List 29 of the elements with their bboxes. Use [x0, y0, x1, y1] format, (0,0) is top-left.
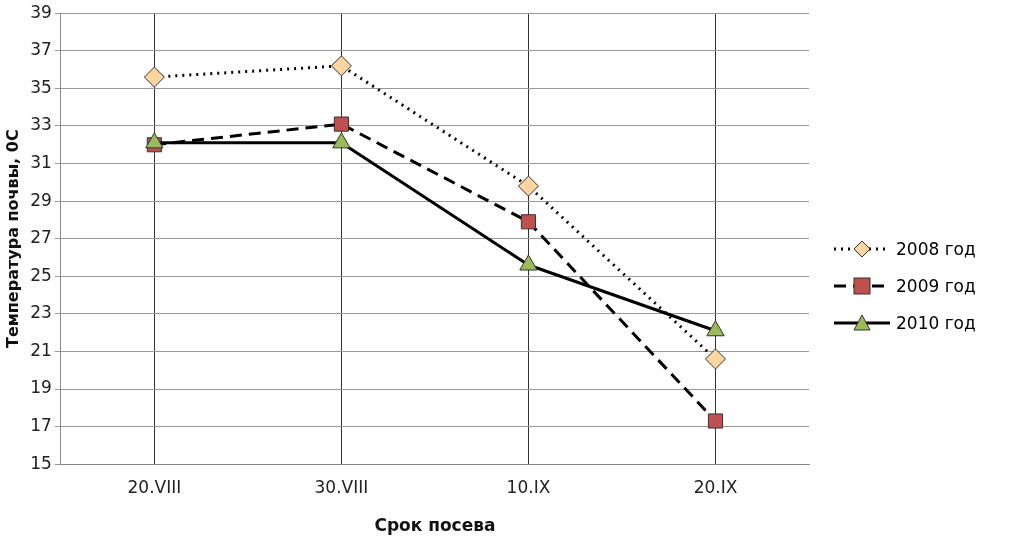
- point: [520, 214, 537, 230]
- point: [330, 55, 352, 77]
- x-axis-title: Срок посева: [374, 515, 496, 536]
- y-tick-label: 23: [30, 302, 52, 323]
- y-tick-label: 27: [30, 227, 52, 248]
- y-tick-label: 19: [30, 377, 52, 398]
- point: [704, 348, 726, 370]
- y-tick-label: 37: [30, 39, 52, 60]
- y-tick-label: 29: [30, 189, 52, 210]
- legend-label: 2010 год: [896, 312, 976, 333]
- y-tick-label: 15: [30, 452, 52, 473]
- x-tick-label: 30.VIII: [314, 476, 369, 497]
- point: [707, 413, 724, 429]
- y-tick-label: 31: [30, 151, 52, 172]
- y-axis-title: Температура почвы, 0С: [2, 129, 22, 349]
- legend-label: 2008 год: [896, 238, 976, 259]
- y-tick-label: 17: [30, 415, 52, 436]
- x-tick-label: 20.IX: [693, 476, 738, 497]
- y-tick-label: 39: [30, 1, 52, 22]
- y-tick-label: 25: [30, 264, 52, 285]
- y-tick-label: 33: [30, 114, 52, 135]
- y-tick-label: 35: [30, 76, 52, 97]
- x-tick-label: 20.VIII: [127, 476, 182, 497]
- point: [143, 66, 165, 88]
- point: [517, 175, 539, 197]
- x-tick-label: 10.IX: [506, 476, 551, 497]
- y-tick-label: 21: [30, 339, 52, 360]
- legend-label: 2009 год: [896, 275, 976, 296]
- point: [333, 116, 349, 132]
